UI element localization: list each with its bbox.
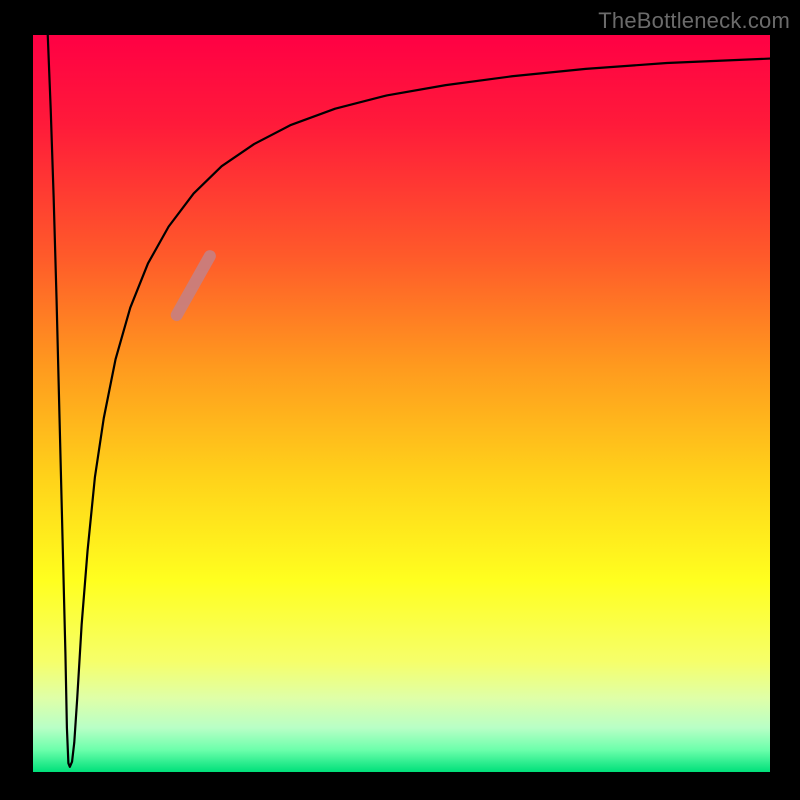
bottleneck-chart <box>0 0 800 800</box>
canvas-root: TheBottleneck.com <box>0 0 800 800</box>
chart-background <box>33 35 770 772</box>
